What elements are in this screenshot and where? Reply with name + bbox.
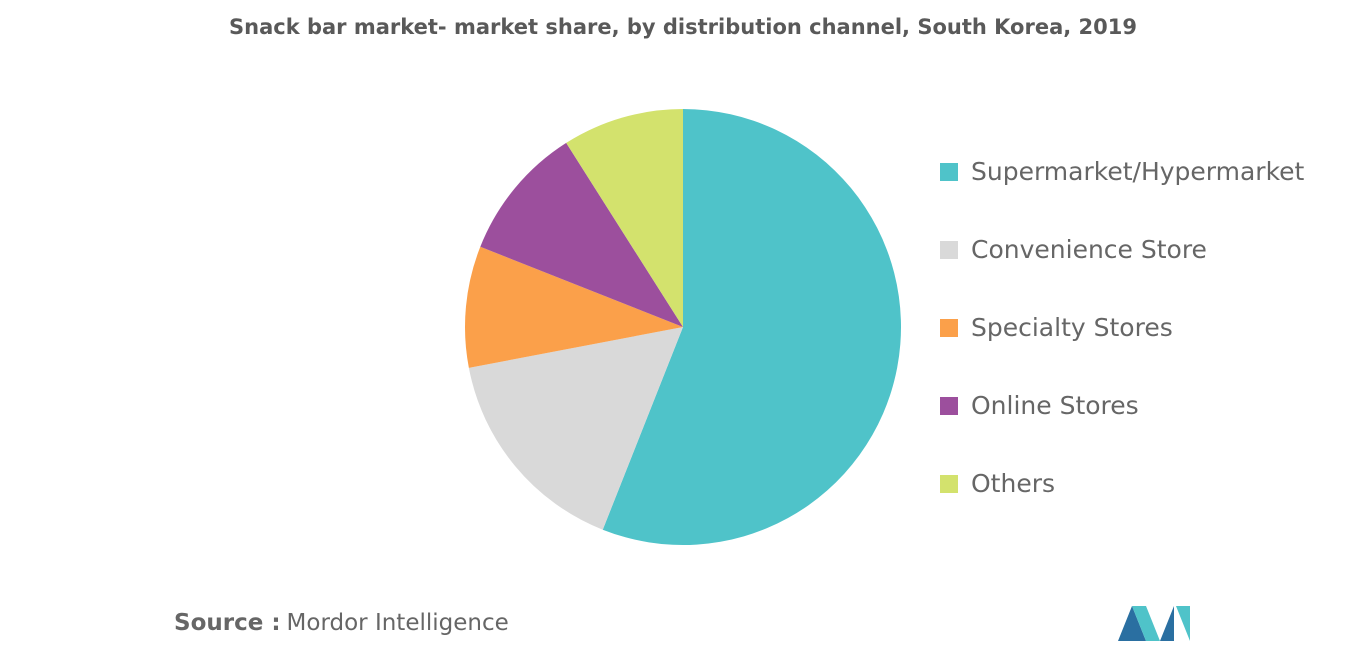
- source: Mordor Intelligence: [287, 610, 509, 636]
- footer: Source : Mordor Intelligence: [174, 610, 509, 636]
- pie-slice: [468, 327, 683, 530]
- legend-label: Others: [971, 469, 1055, 498]
- pie-slice: [602, 109, 901, 545]
- pie-slice: [480, 142, 683, 327]
- pie-slice: [464, 246, 683, 368]
- legend-swatch: [940, 475, 958, 493]
- pie-slice: [566, 109, 683, 327]
- legend-label: Convenience Store: [971, 235, 1207, 264]
- legend-swatch: [940, 163, 958, 181]
- legend-swatch: [940, 241, 958, 259]
- legend-label: Specialty Stores: [971, 313, 1173, 342]
- source-label: Source :: [174, 610, 281, 636]
- chart-title: Snack bar market- market share, by distr…: [229, 15, 1137, 39]
- legend-swatch: [940, 397, 958, 415]
- logo: [1118, 606, 1190, 641]
- legend-swatch: [940, 319, 958, 337]
- legend-label: Supermarket/Hypermarket: [971, 157, 1305, 186]
- legend-label: Online Stores: [971, 391, 1139, 420]
